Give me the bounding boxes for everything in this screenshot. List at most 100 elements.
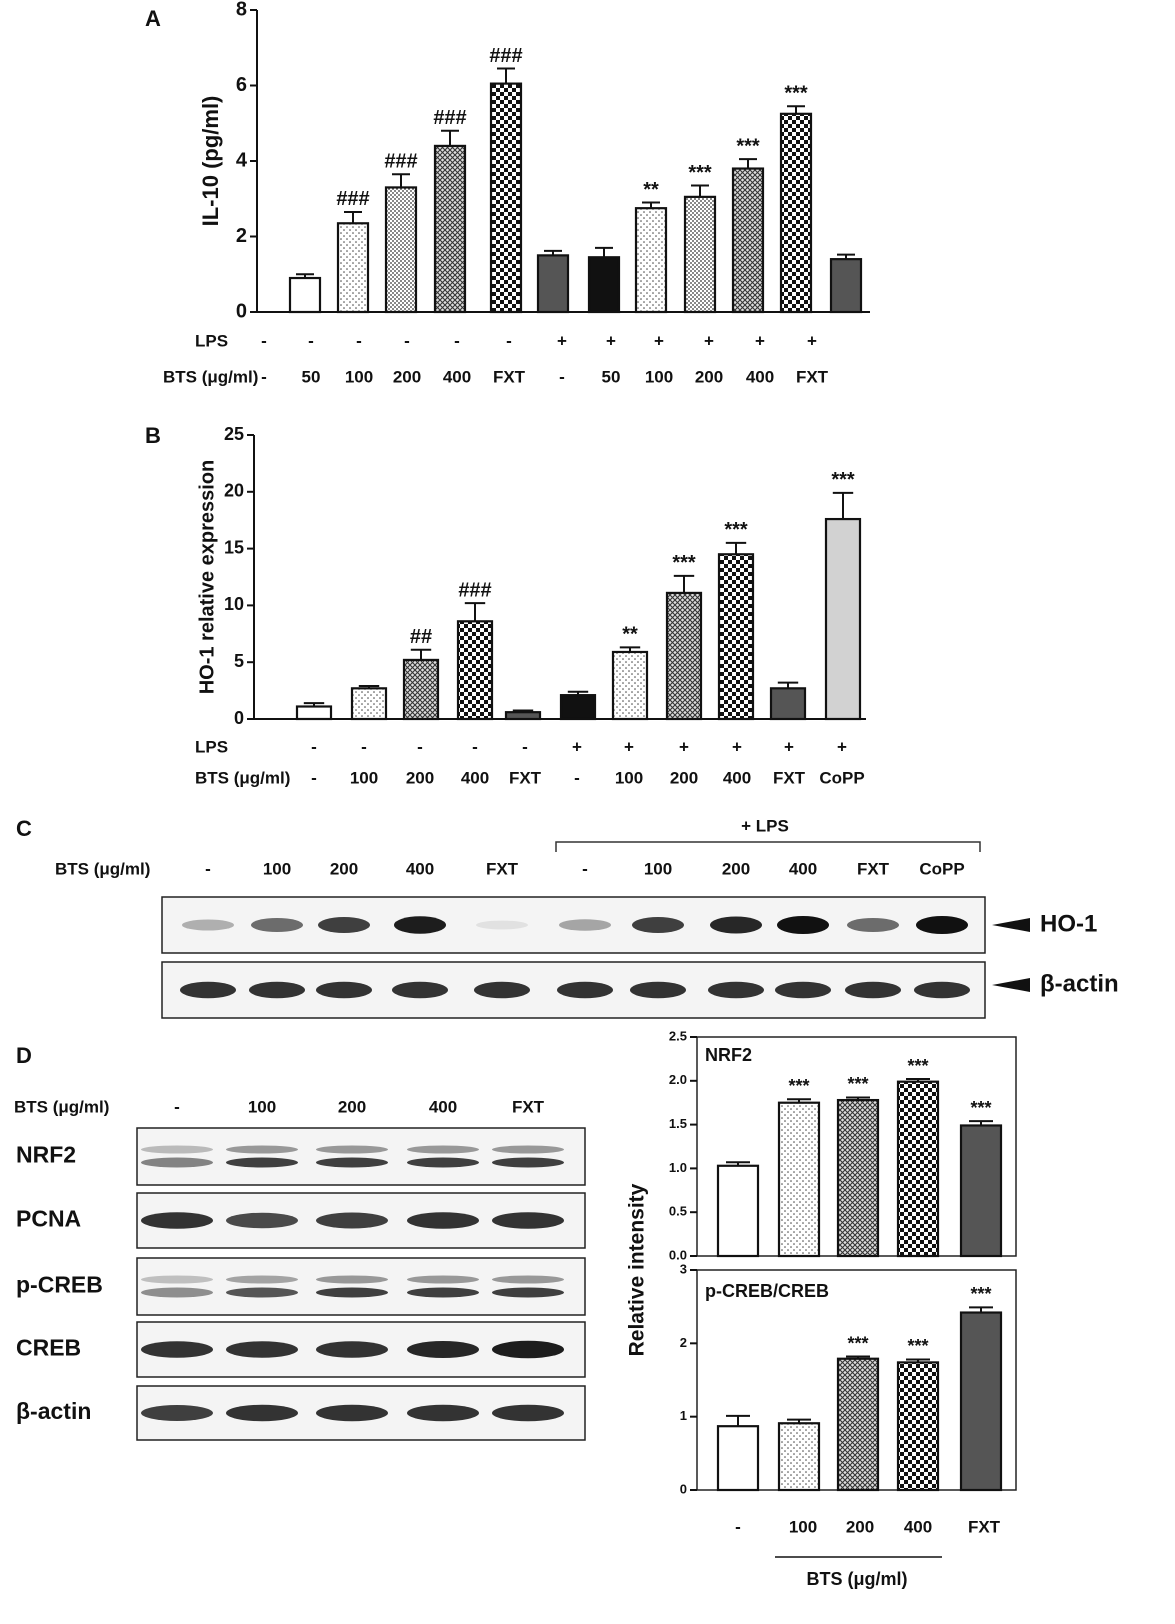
significance-label: ## xyxy=(410,626,432,648)
x-tick-label: - xyxy=(574,768,580,787)
x-tick-label: 100 xyxy=(615,768,643,787)
blot-band xyxy=(847,918,899,932)
x-axis-label: BTS (μg/ml) xyxy=(806,1569,907,1589)
lane-label: CoPP xyxy=(919,859,964,878)
blot-band xyxy=(407,1275,479,1284)
x-tick-label: 200 xyxy=(393,367,421,386)
bar xyxy=(779,112,813,314)
lane-label: 100 xyxy=(263,859,291,878)
x-tick-label: - xyxy=(559,367,565,386)
significance-label: *** xyxy=(970,1284,991,1304)
bar xyxy=(433,144,467,314)
blot-band xyxy=(226,1341,298,1358)
x-tick-label: FXT xyxy=(493,367,526,386)
blot-band xyxy=(316,1275,388,1284)
bar xyxy=(716,1425,760,1492)
y-tick-label: 20 xyxy=(224,481,244,501)
significance-label: ** xyxy=(643,179,659,201)
lps-label: - xyxy=(522,737,528,756)
band-label: CREB xyxy=(16,1335,81,1361)
x-tick-label: 400 xyxy=(443,367,471,386)
lane-label: - xyxy=(582,859,588,878)
error-bar xyxy=(642,201,660,209)
blot-band xyxy=(141,1212,213,1229)
blot-band xyxy=(141,1275,213,1284)
lps-label: + xyxy=(654,331,664,350)
significance-label: ### xyxy=(458,579,491,601)
significance-label: *** xyxy=(907,1336,928,1356)
error-bar xyxy=(725,541,747,555)
blot-band xyxy=(180,981,236,999)
blot-band xyxy=(492,1157,564,1168)
bar xyxy=(716,1164,760,1258)
error-bar xyxy=(392,173,410,188)
lane-label: FXT xyxy=(486,859,519,878)
lps-label: + xyxy=(784,737,794,756)
blot-frame xyxy=(136,1127,586,1186)
blot-band xyxy=(316,1212,388,1229)
blot-band xyxy=(226,1275,298,1284)
error-bar xyxy=(619,646,641,652)
error-bar xyxy=(906,1078,930,1082)
y-tick-label: 3 xyxy=(680,1261,687,1276)
lps-label: - xyxy=(472,737,478,756)
x-tick-label: 200 xyxy=(846,1517,874,1536)
y-tick-label: 8 xyxy=(236,0,247,20)
y-tick-label: 0 xyxy=(236,300,247,322)
y-tick-label: 2 xyxy=(236,225,247,247)
lps-label: - xyxy=(417,737,423,756)
bar xyxy=(896,1080,940,1258)
x-tick-label: 100 xyxy=(345,367,373,386)
error-bar xyxy=(777,681,799,689)
lps-label: - xyxy=(454,331,460,350)
error-bar xyxy=(726,1414,750,1427)
lps-label: - xyxy=(356,331,362,350)
y-tick-label: 0.0 xyxy=(669,1247,687,1262)
x-tick-label: 400 xyxy=(904,1517,932,1536)
significance-label: ### xyxy=(489,45,522,67)
lps-label: + xyxy=(704,331,714,350)
blot-band xyxy=(407,1145,479,1154)
blot-band xyxy=(914,981,970,999)
chart-title: p-CREB/CREB xyxy=(705,1281,829,1301)
y-tick-label: 1.5 xyxy=(669,1116,687,1131)
x-tick-label: 400 xyxy=(461,768,489,787)
row-label: BTS (μg/ml) xyxy=(163,367,258,386)
blot-band xyxy=(492,1212,564,1229)
error-bar xyxy=(497,67,515,84)
blot-band xyxy=(316,981,372,999)
significance-label: *** xyxy=(847,1074,868,1094)
x-tick-label: - xyxy=(735,1517,741,1536)
blot-band xyxy=(226,1287,298,1298)
lps-label: + xyxy=(572,737,582,756)
y-tick-label: 15 xyxy=(224,537,244,557)
lane-label: 200 xyxy=(722,859,750,878)
error-bar xyxy=(787,1418,811,1424)
lane-label: - xyxy=(174,1097,180,1116)
x-tick-label: 400 xyxy=(746,367,774,386)
error-bar xyxy=(567,690,589,696)
error-bar xyxy=(906,1358,930,1363)
blot-band xyxy=(226,1145,298,1154)
error-bar xyxy=(837,253,855,260)
lane-label: 200 xyxy=(330,859,358,878)
lps-label: - xyxy=(308,331,314,350)
x-tick-label: FXT xyxy=(509,768,542,787)
error-bar xyxy=(726,1161,750,1166)
x-tick-label: - xyxy=(261,367,267,386)
bar xyxy=(350,687,388,721)
x-tick-label: CoPP xyxy=(819,768,864,787)
lps-label: + xyxy=(755,331,765,350)
bar xyxy=(829,258,863,314)
bar xyxy=(836,1357,880,1492)
x-tick-label: 100 xyxy=(645,367,673,386)
bar xyxy=(295,705,333,721)
panel-letter: A xyxy=(145,6,161,31)
blot-band xyxy=(632,917,684,933)
y-tick-label: 1 xyxy=(680,1408,687,1423)
panel-letter: D xyxy=(16,1043,32,1068)
error-bar xyxy=(464,602,486,622)
bar xyxy=(717,553,755,721)
blot-band xyxy=(226,1404,298,1422)
row-label: BTS (μg/ml) xyxy=(55,859,150,878)
